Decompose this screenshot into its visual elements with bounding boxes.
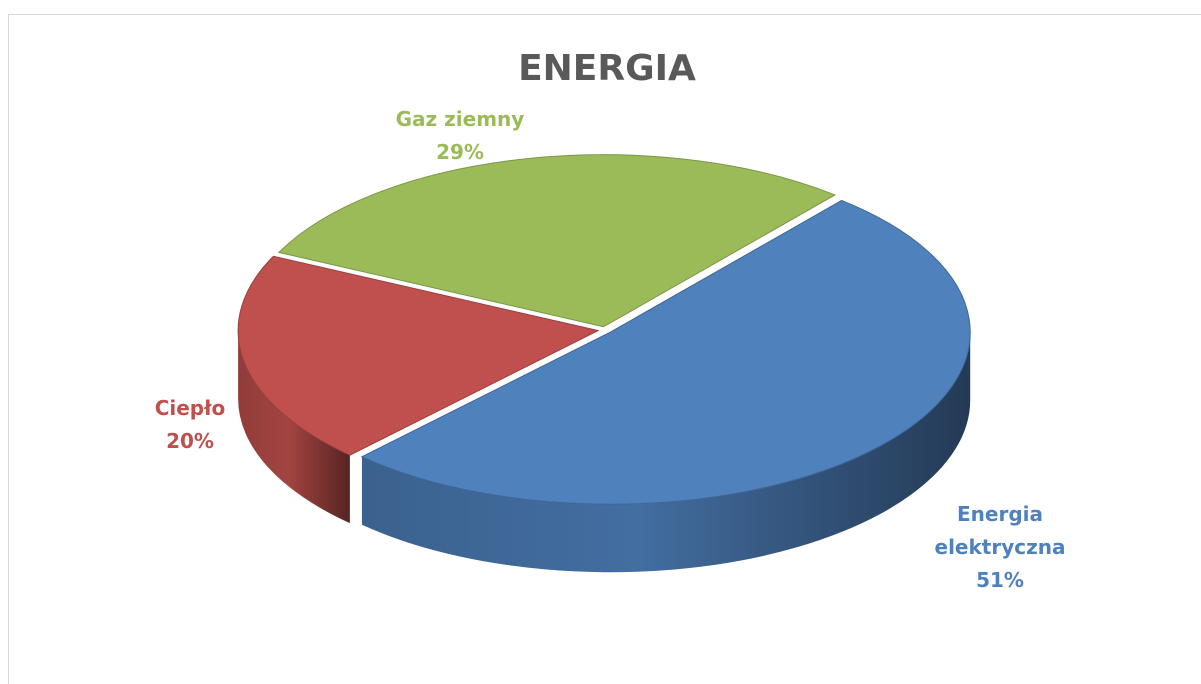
slice [360, 199, 971, 505]
slice [277, 154, 837, 328]
data-label: Gaz ziemny 29% [360, 103, 560, 169]
value-label: 20% [166, 429, 214, 453]
slice-side [238, 330, 350, 524]
category-label: Ciepło [154, 396, 226, 420]
chart-title: ENERGIA [518, 48, 696, 89]
category-label: Energia elektryczna [934, 502, 1066, 559]
data-label: Ciepło 20% [130, 392, 250, 458]
slice-side [361, 332, 971, 573]
data-label: Energia elektryczna 51% [920, 498, 1080, 597]
slice [237, 255, 600, 456]
value-label: 51% [976, 568, 1024, 592]
chart-frame [8, 14, 1201, 684]
value-label: 29% [436, 140, 484, 164]
category-label: Gaz ziemny [395, 107, 525, 131]
